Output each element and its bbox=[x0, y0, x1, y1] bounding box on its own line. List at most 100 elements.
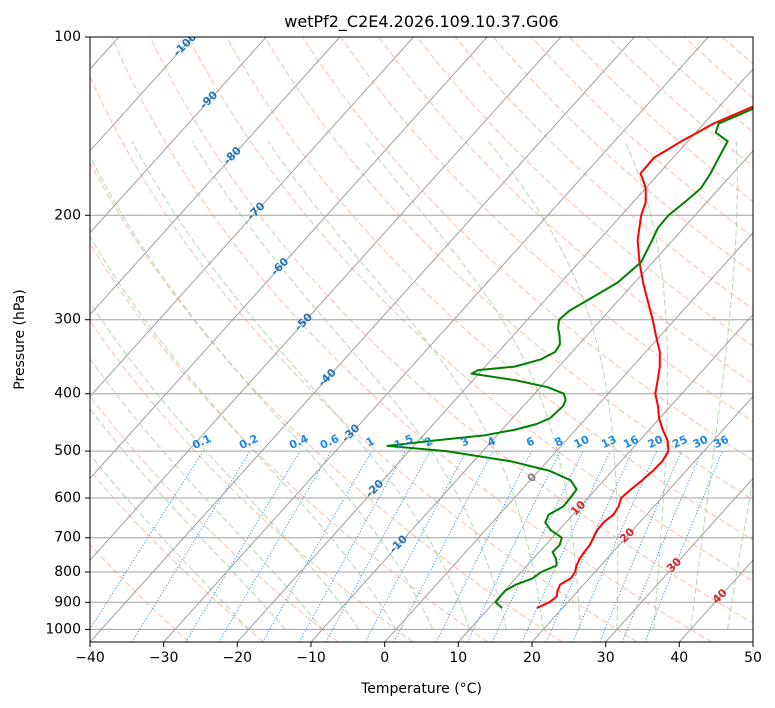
x-tick-label: −30 bbox=[149, 650, 179, 666]
mixing-ratio-line bbox=[218, 450, 332, 642]
moist-adiabat bbox=[90, 155, 434, 630]
moist-adiabat bbox=[624, 141, 669, 630]
y-tick-label: 1000 bbox=[45, 621, 81, 637]
mixing-ratio-label: 10 bbox=[572, 433, 592, 451]
x-tick-label: −10 bbox=[296, 650, 326, 666]
mixing-ratio-line bbox=[90, 450, 204, 630]
x-tick-label: 40 bbox=[670, 650, 688, 666]
x-tick-label: 30 bbox=[597, 650, 615, 666]
dry-adiabat bbox=[645, 37, 753, 133]
dry-adiabat bbox=[90, 469, 264, 642]
moist-adiabat bbox=[90, 453, 249, 630]
plot-frame bbox=[89, 36, 754, 643]
mixing-ratio-label: 20 bbox=[646, 433, 666, 451]
y-tick-label: 500 bbox=[54, 443, 81, 459]
moist-adiabat bbox=[90, 301, 360, 630]
isotherm-line bbox=[531, 395, 753, 642]
isotherm-line bbox=[236, 68, 753, 642]
mixing-ratio-line bbox=[521, 450, 611, 642]
moist-adiabat bbox=[90, 235, 397, 630]
moist-adiabat bbox=[191, 141, 507, 630]
moist-adiabat bbox=[364, 140, 581, 630]
dry-adiabat bbox=[90, 161, 563, 642]
isotherm-label: -100 bbox=[171, 30, 200, 59]
mixing-ratio-label: 30 bbox=[691, 433, 711, 451]
dry-adiabat bbox=[340, 37, 753, 423]
mixing-ratio-label: 16 bbox=[621, 433, 641, 451]
mixing-ratio-label: 1 bbox=[364, 434, 376, 449]
isotherm-line bbox=[90, 37, 341, 316]
dry-adiabat bbox=[302, 37, 753, 461]
mixing-ratio-label: 0.4 bbox=[287, 432, 310, 452]
x-tick-label: 0 bbox=[380, 650, 389, 666]
moist-adiabat bbox=[488, 140, 619, 630]
mixing-ratio-line bbox=[572, 450, 658, 642]
dry-adiabat bbox=[683, 37, 753, 99]
chart-title: wetPf2_C2E4.2026.109.10.37.G06 bbox=[284, 12, 558, 32]
x-tick-label: 50 bbox=[744, 650, 762, 666]
mixing-ratio-line bbox=[599, 450, 682, 642]
mixing-ratio-label: 0.1 bbox=[190, 432, 213, 452]
mixing-ratio-line bbox=[131, 450, 251, 642]
mixing-ratio-label: 13 bbox=[599, 433, 618, 451]
dry-adiabat bbox=[149, 37, 753, 624]
dry-adiabat bbox=[493, 37, 753, 274]
y-axis-label: Pressure (hPa) bbox=[12, 289, 28, 389]
y-tick-label: 400 bbox=[54, 386, 81, 402]
dewpoint-profile bbox=[386, 107, 753, 609]
mixing-ratio-label: 25 bbox=[670, 433, 689, 451]
y-tick-label: 600 bbox=[54, 490, 81, 506]
dry-adiabat bbox=[90, 75, 638, 642]
background-lines bbox=[90, 37, 775, 642]
dry-adiabat bbox=[90, 242, 488, 642]
mixing-ratio-label: 2 bbox=[423, 434, 435, 449]
mixing-ratio-line bbox=[364, 450, 467, 642]
dry-adiabat bbox=[90, 395, 339, 642]
dry-adiabat bbox=[378, 37, 753, 385]
isotherm-line bbox=[90, 37, 267, 234]
moist-adiabat bbox=[690, 141, 738, 630]
dry-adiabat bbox=[761, 37, 775, 642]
isotherm-line bbox=[310, 150, 753, 642]
mixing-ratio-label: 8 bbox=[553, 434, 565, 449]
mixing-ratio-label: 36 bbox=[712, 433, 732, 451]
isotherm-line bbox=[90, 37, 488, 480]
isotherm-line bbox=[90, 37, 193, 152]
x-tick-label: −20 bbox=[223, 650, 253, 666]
x-tick-label: −40 bbox=[75, 650, 105, 666]
dry-adiabat bbox=[225, 37, 753, 541]
y-tick-label: 700 bbox=[54, 530, 81, 546]
isotherm-line bbox=[752, 641, 753, 642]
dry-adiabat bbox=[187, 37, 753, 582]
isotherm-line bbox=[90, 37, 635, 642]
dry-adiabat bbox=[531, 37, 753, 238]
y-tick-label: 100 bbox=[54, 29, 81, 45]
y-tick-label: 200 bbox=[54, 207, 81, 223]
mixing-ratio-line bbox=[262, 450, 373, 642]
dry-adiabat bbox=[607, 37, 753, 168]
isotherm-line bbox=[90, 37, 414, 398]
x-axis-label: Temperature (°C) bbox=[360, 681, 482, 697]
line-labels: 0.1 0.2 0.4 0.6 1 1.5 2 3 4 6 8 10 13 16 20 25 30 36-100-… bbox=[171, 30, 732, 606]
mixing-ratio-line bbox=[185, 450, 301, 642]
y-tick-label: 300 bbox=[54, 312, 81, 328]
dry-adiabat bbox=[264, 37, 753, 501]
isotherm-line bbox=[90, 37, 562, 561]
mixing-ratio-line bbox=[435, 450, 533, 642]
isotherm-line bbox=[163, 37, 709, 642]
x-tick-label: 10 bbox=[449, 650, 467, 666]
moist-adiabat bbox=[727, 477, 753, 630]
x-tick-label: 20 bbox=[523, 650, 541, 666]
y-tick-label: 800 bbox=[54, 564, 81, 580]
mixing-ratio-line bbox=[393, 450, 494, 642]
temperature-profile bbox=[536, 105, 753, 609]
series-layer bbox=[386, 105, 753, 609]
mixing-ratio-line bbox=[621, 450, 703, 642]
isotherm-line bbox=[605, 477, 753, 642]
mixing-ratio-line bbox=[298, 450, 406, 642]
dry-adiabat bbox=[111, 37, 712, 642]
dry-adiabat bbox=[90, 543, 190, 642]
isotherm-line bbox=[457, 313, 753, 642]
mixing-ratio-label: 6 bbox=[524, 434, 537, 449]
